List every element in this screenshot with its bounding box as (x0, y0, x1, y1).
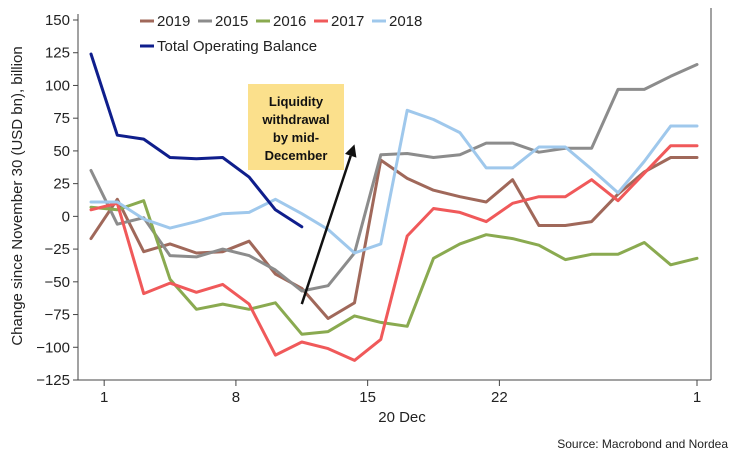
series-line-total-operating-balance (89, 52, 304, 229)
y-tick-label: −25 (45, 241, 70, 258)
legend-label: 2016 (273, 13, 306, 30)
legend: 2019 2015 2016 2017 2018 Total Operating Bala… (140, 13, 422, 55)
annotation-line: December (265, 148, 328, 163)
y-tick-label: 0 (62, 208, 70, 225)
x-tick-label: 1 (100, 389, 108, 406)
annotation: Liquidity withdrawal by mid- December (248, 84, 357, 305)
series-layer (89, 52, 699, 362)
annotation-text: Liquidity withdrawal by mid- December (261, 94, 329, 163)
legend-label: Total Operating Balance (157, 38, 317, 55)
x-tick-label: 22 (491, 389, 508, 406)
legend-label: 2015 (215, 13, 248, 30)
y-tick-label: −50 (45, 274, 70, 291)
x-axis-ticks: 1 8 15 22 1 (100, 380, 701, 406)
legend-label: 2017 (331, 13, 364, 30)
annotation-line: Liquidity (269, 94, 324, 109)
x-tick-label: 1 (693, 389, 701, 406)
series-line-2019 (89, 156, 699, 320)
y-tick-label: 150 (45, 12, 70, 29)
y-tick-label: 25 (53, 176, 70, 193)
x-tick-label: 8 (232, 389, 240, 406)
y-tick-label: 75 (53, 110, 70, 127)
y-tick-label: −100 (36, 339, 70, 356)
arrow-head-icon (345, 144, 357, 158)
source-note: Source: Macrobond and Nordea (557, 437, 728, 451)
x-axis-label: 20 Dec (378, 409, 426, 426)
y-tick-label: −75 (45, 307, 70, 324)
annotation-box (248, 84, 344, 170)
series-line-2017 (89, 144, 699, 362)
x-tick-label: 15 (359, 389, 376, 406)
y-tick-label: 50 (53, 143, 70, 160)
y-axis-ticks: −125 −100 −75 −50 −25 0 25 50 75 100 125 150 (36, 12, 78, 389)
annotation-line: by mid- (273, 130, 319, 145)
legend-label: 2018 (389, 13, 422, 30)
annotation-arrow (300, 155, 352, 305)
series-line-2016 (89, 199, 699, 336)
series-line-2018 (89, 108, 699, 255)
annotation-line: withdrawal (261, 112, 329, 127)
y-tick-label: 125 (45, 45, 70, 62)
y-axis-label: Change since November 30 (USD bn), billi… (9, 46, 26, 345)
series-line-2015 (89, 63, 699, 293)
y-tick-label: 100 (45, 77, 70, 94)
legend-label: 2019 (157, 13, 190, 30)
y-tick-label: −125 (36, 372, 70, 389)
